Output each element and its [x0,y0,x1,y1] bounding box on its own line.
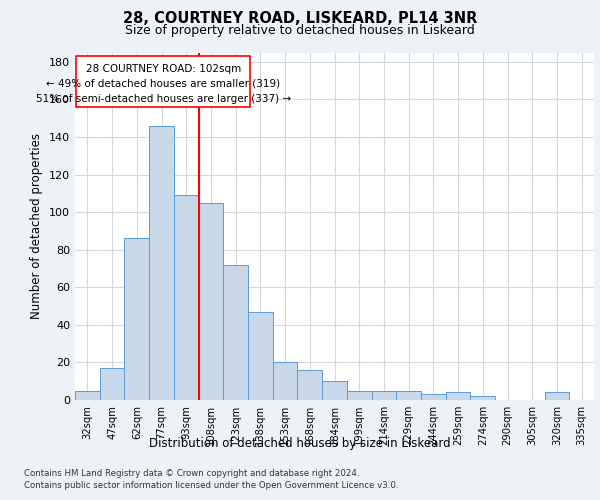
Y-axis label: Number of detached properties: Number of detached properties [31,133,43,320]
Text: Contains public sector information licensed under the Open Government Licence v3: Contains public sector information licen… [24,481,398,490]
Bar [124,238,149,400]
Bar [347,390,371,400]
Bar [75,390,100,400]
Bar [470,396,495,400]
Bar [545,392,569,400]
Bar [199,203,223,400]
Bar [421,394,446,400]
Text: ← 49% of detached houses are smaller (319): ← 49% of detached houses are smaller (31… [46,79,280,89]
Bar [322,381,347,400]
Bar [298,370,322,400]
Bar [371,390,396,400]
Bar [273,362,298,400]
Bar [174,196,199,400]
Text: Distribution of detached houses by size in Liskeard: Distribution of detached houses by size … [149,438,451,450]
Bar [446,392,470,400]
Text: 28, COURTNEY ROAD, LISKEARD, PL14 3NR: 28, COURTNEY ROAD, LISKEARD, PL14 3NR [123,11,477,26]
Bar [100,368,124,400]
Bar [396,390,421,400]
FancyBboxPatch shape [76,56,250,107]
Text: Size of property relative to detached houses in Liskeard: Size of property relative to detached ho… [125,24,475,37]
Bar [223,265,248,400]
Text: 51% of semi-detached houses are larger (337) →: 51% of semi-detached houses are larger (… [36,94,291,104]
Bar [248,312,273,400]
Text: Contains HM Land Registry data © Crown copyright and database right 2024.: Contains HM Land Registry data © Crown c… [24,469,359,478]
Text: 28 COURTNEY ROAD: 102sqm: 28 COURTNEY ROAD: 102sqm [86,64,241,74]
Bar [149,126,174,400]
